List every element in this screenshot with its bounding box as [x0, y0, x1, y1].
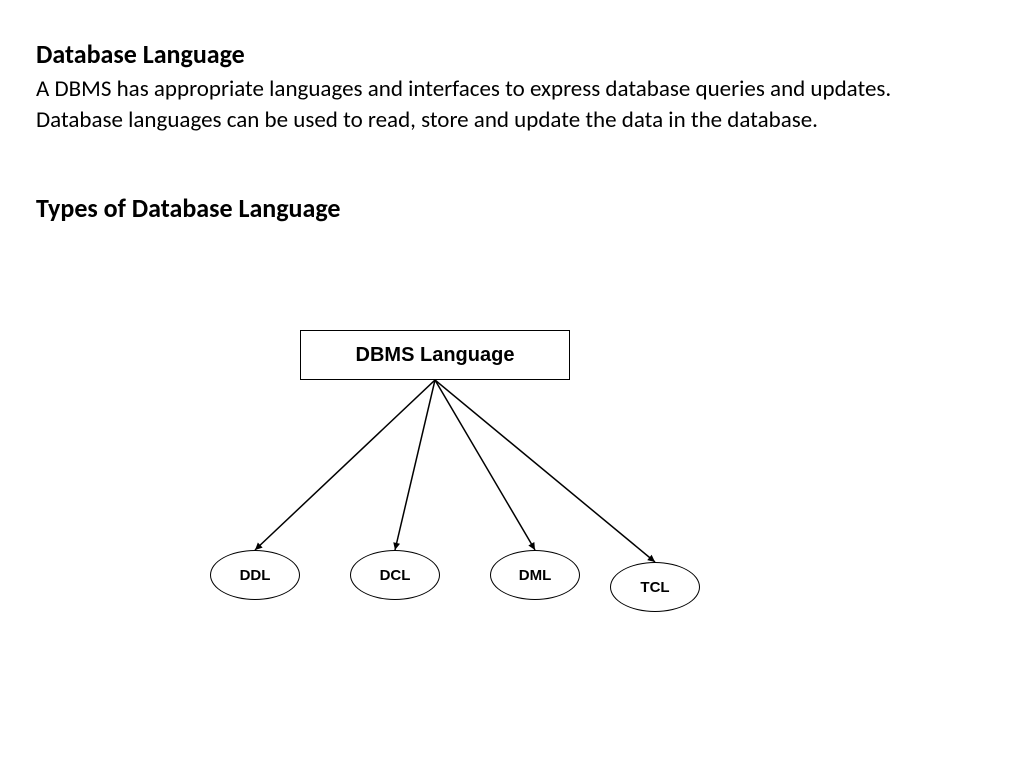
- diagram-root-label: DBMS Language: [356, 344, 515, 367]
- diagram-leaf-label: DCL: [380, 567, 411, 584]
- diagram-leaf-label: DML: [519, 567, 552, 584]
- page-title: Database Language: [36, 38, 988, 70]
- diagram-leaf-node: DDL: [210, 550, 300, 600]
- diagram-leaf-node: DCL: [350, 550, 440, 600]
- diagram-leaf-label: TCL: [640, 579, 669, 596]
- diagram-leaf-node: DML: [490, 550, 580, 600]
- diagram-leaf-label: DDL: [240, 567, 271, 584]
- intro-paragraph-2: Database languages can be used to read, …: [36, 105, 988, 136]
- diagram-root-node: DBMS Language: [300, 330, 570, 380]
- section-subtitle: Types of Database Language: [36, 192, 988, 224]
- dbms-language-diagram: DBMS Language DDL DCL DML TCL: [200, 330, 720, 640]
- intro-paragraph-1: A DBMS has appropriate languages and int…: [36, 74, 988, 105]
- diagram-leaf-node: TCL: [610, 562, 700, 612]
